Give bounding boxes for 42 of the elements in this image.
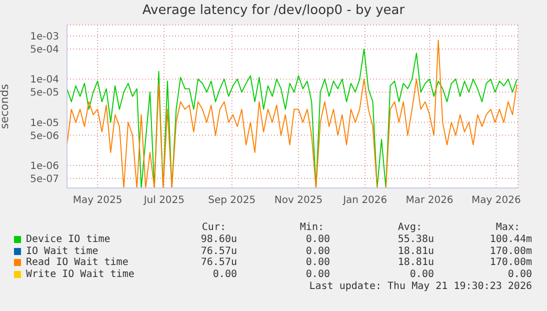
text: 0.00 [306,257,330,270]
text: 18.81u [398,246,434,258]
x-tick-label: Nov 2025 [274,195,323,206]
x-tick-label: May 2026 [472,195,521,206]
y-tick-label: 1e-06 [30,160,59,172]
text: 0.00 [306,234,330,246]
text: Max: [496,222,520,234]
text: 18.81u [398,257,434,270]
text: 0.00 [306,246,330,258]
y-tick-label: 5e-04 [30,44,59,56]
text: 0.00 [212,269,237,282]
x-tick-label: Mar 2026 [406,195,454,206]
y-tick-label: 1e-03 [30,32,59,43]
text: 76.57u [200,246,237,258]
y-tick-label: 1e-04 [30,74,59,86]
y-tick-label: 5e-07 [30,174,59,185]
legend-label: Device IO time [26,234,110,246]
text: Min: [300,222,324,234]
text: 170.00m [490,257,532,270]
text: 0.00 [306,269,330,282]
y-tick-label: 1e-05 [30,118,59,129]
y-tick-label: 5e-06 [30,130,59,142]
text: 100.44m [490,234,532,246]
x-tick-label: May 2025 [72,195,122,206]
text: 76.57u [200,257,237,270]
legend-label: Write IO Wait time [26,269,134,282]
y-axis-title: seconds [0,84,11,129]
text: 170.00m [490,246,532,258]
x-tick-label: Jul 2025 [142,195,185,206]
chart-title: Average latency for /dev/loop0 - by year [141,3,406,18]
text: Avg: [398,222,422,234]
text: 0.00 [410,269,434,282]
text: 98.60u [200,234,237,246]
text: 55.38u [398,234,434,246]
y-tick-label: 5e-05 [30,88,59,99]
text: 0.00 [508,269,532,282]
x-tick-label: Sep 2025 [208,195,256,206]
text: Last update: Thu May 21 19:30:23 2026 [309,281,532,293]
x-tick-label: Jan 2026 [342,195,388,206]
legend-label: Read IO Wait time [26,257,128,269]
text: Cur: [202,222,226,234]
legend-label: IO Wait time [26,246,98,257]
